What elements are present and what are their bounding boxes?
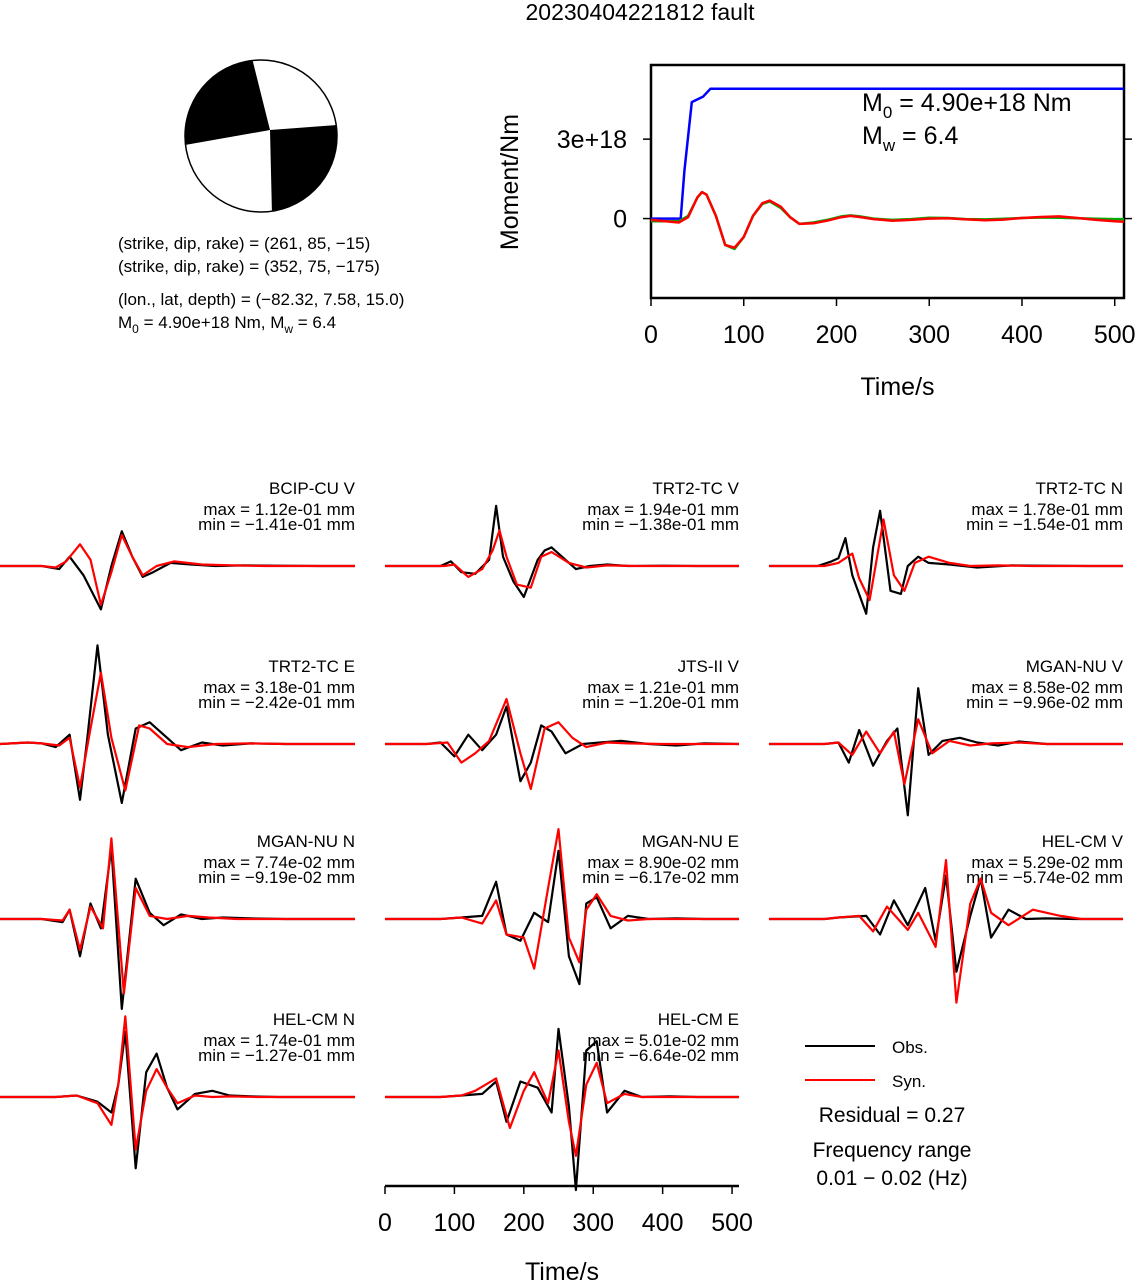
moment-x-axis-label: Time/s (860, 373, 934, 401)
min-amplitude-label: min = −2.42e-01 mm (198, 693, 355, 712)
waveform-x-tick-label: 0 (378, 1209, 392, 1237)
max-amplitude-label: max = 1.21e-01 mm (587, 678, 739, 697)
min-amplitude-label: min = −5.74e-02 mm (966, 868, 1123, 887)
moment-magnitude-summary: M0 = 4.90e+18 Nm, Mw = 6.4 (118, 313, 336, 336)
station-label: HEL-CM V (1042, 832, 1124, 851)
station-label: MGAN-NU V (1026, 657, 1124, 676)
moment-x-tick-label: 500 (1094, 321, 1136, 349)
frequency-range-value: 0.01 − 0.02 (Hz) (816, 1167, 967, 1190)
moment-series-0 (651, 87, 1124, 220)
legend: Obs. Syn. Residual = 0.27 Frequency rang… (805, 1038, 971, 1190)
waveform-x-tick-label: 400 (642, 1209, 684, 1237)
moment-plot-mw-label: Mw = 6.4 (862, 122, 958, 155)
max-amplitude-label: max = 1.94e-01 mm (587, 500, 739, 519)
moment-plot-m0-label: M0 = 4.90e+18 Nm (862, 89, 1072, 122)
synthetic-waveform (0, 837, 355, 995)
min-amplitude-label: min = −6.17e-02 mm (582, 868, 739, 887)
moment-x-tick-label: 200 (816, 321, 858, 349)
min-amplitude-label: min = −9.96e-02 mm (966, 693, 1123, 712)
figure-title: 20230404221812 fault (526, 0, 756, 25)
legend-obs-label: Obs. (892, 1038, 928, 1057)
max-amplitude-label: max = 7.74e-02 mm (203, 853, 355, 872)
station-label: MGAN-NU E (642, 832, 739, 851)
station-label: JTS-II V (678, 657, 740, 676)
synthetic-waveform (0, 671, 355, 792)
synthetic-waveform (769, 718, 1123, 786)
waveform-x-tick-label: 500 (711, 1209, 753, 1237)
synthetic-waveform (769, 518, 1123, 602)
moment-series-2 (650, 190, 1125, 249)
moment-x-tick-label: 0 (644, 321, 658, 349)
station-label: BCIP-CU V (269, 479, 356, 498)
max-amplitude-label: max = 1.74e-01 mm (203, 1031, 355, 1050)
max-amplitude-label: max = 5.29e-02 mm (971, 853, 1123, 872)
max-amplitude-label: max = 5.01e-02 mm (587, 1031, 739, 1050)
observed-waveform (0, 530, 355, 611)
max-amplitude-label: max = 1.78e-01 mm (971, 500, 1123, 519)
station-label: MGAN-NU N (257, 832, 355, 851)
station-label: TRT2-TC E (268, 657, 355, 676)
mechanism-plane-2: (strike, dip, rake) = (352, 75, −175) (118, 257, 380, 276)
moment-x-tick-label: 400 (1001, 321, 1043, 349)
frequency-range-title: Frequency range (813, 1139, 972, 1162)
waveform-x-tick-label: 200 (503, 1209, 545, 1237)
synthetic-waveform (385, 827, 739, 970)
min-amplitude-label: min = −1.54e-01 mm (966, 515, 1123, 534)
max-amplitude-label: max = 1.12e-01 mm (203, 500, 355, 519)
moment-y-tick-label: 0 (613, 206, 627, 234)
waveform-x-axis-label: Time/s (525, 1258, 599, 1283)
max-amplitude-label: max = 8.90e-02 mm (587, 853, 739, 872)
station-label: TRT2-TC N (1035, 479, 1123, 498)
moment-y-tick-label: 3e+18 (557, 126, 627, 154)
station-label: HEL-CM N (273, 1010, 355, 1029)
residual-label: Residual = 0.27 (819, 1104, 966, 1127)
max-amplitude-label: max = 8.58e-02 mm (971, 678, 1123, 697)
hypocenter-location: (lon., lat, depth) = (−82.32, 7.58, 15.0… (118, 290, 404, 309)
moment-plot: 0 100 200 300 400 500 0 3e+18 Time/s Moment/Nm (496, 63, 1136, 401)
synthetic-waveform (0, 533, 355, 606)
moment-y-axis-label: Moment/Nm (496, 114, 524, 250)
min-amplitude-label: min = −1.20e-01 mm (582, 693, 739, 712)
min-amplitude-label: min = −1.41e-01 mm (198, 515, 355, 534)
moment-x-tick-label: 100 (723, 321, 765, 349)
mechanism-plane-1: (strike, dip, rake) = (261, 85, −15) (118, 234, 370, 253)
synthetic-waveform (385, 529, 739, 589)
synthetic-waveform (769, 858, 1123, 1004)
moment-plot-frame (649, 63, 1126, 300)
min-amplitude-label: min = −1.27e-01 mm (198, 1046, 355, 1065)
synthetic-waveform (385, 1049, 739, 1158)
station-label: TRT2-TC V (652, 479, 739, 498)
synthetic-waveform (385, 697, 739, 791)
beachball (184, 59, 338, 213)
moment-x-tick-label: 300 (908, 321, 950, 349)
observed-waveform (769, 874, 1123, 973)
waveform-x-tick-label: 100 (434, 1209, 476, 1237)
legend-syn-label: Syn. (892, 1072, 926, 1091)
station-label: HEL-CM E (658, 1010, 739, 1029)
min-amplitude-label: min = −1.38e-01 mm (582, 515, 739, 534)
waveform-x-tick-label: 300 (572, 1209, 614, 1237)
synthetic-waveform (0, 1015, 355, 1151)
min-amplitude-label: min = −6.64e-02 mm (582, 1046, 739, 1065)
beachball-compression-quadrant (270, 125, 337, 212)
max-amplitude-label: max = 3.18e-01 mm (203, 678, 355, 697)
min-amplitude-label: min = −9.19e-02 mm (198, 868, 355, 887)
